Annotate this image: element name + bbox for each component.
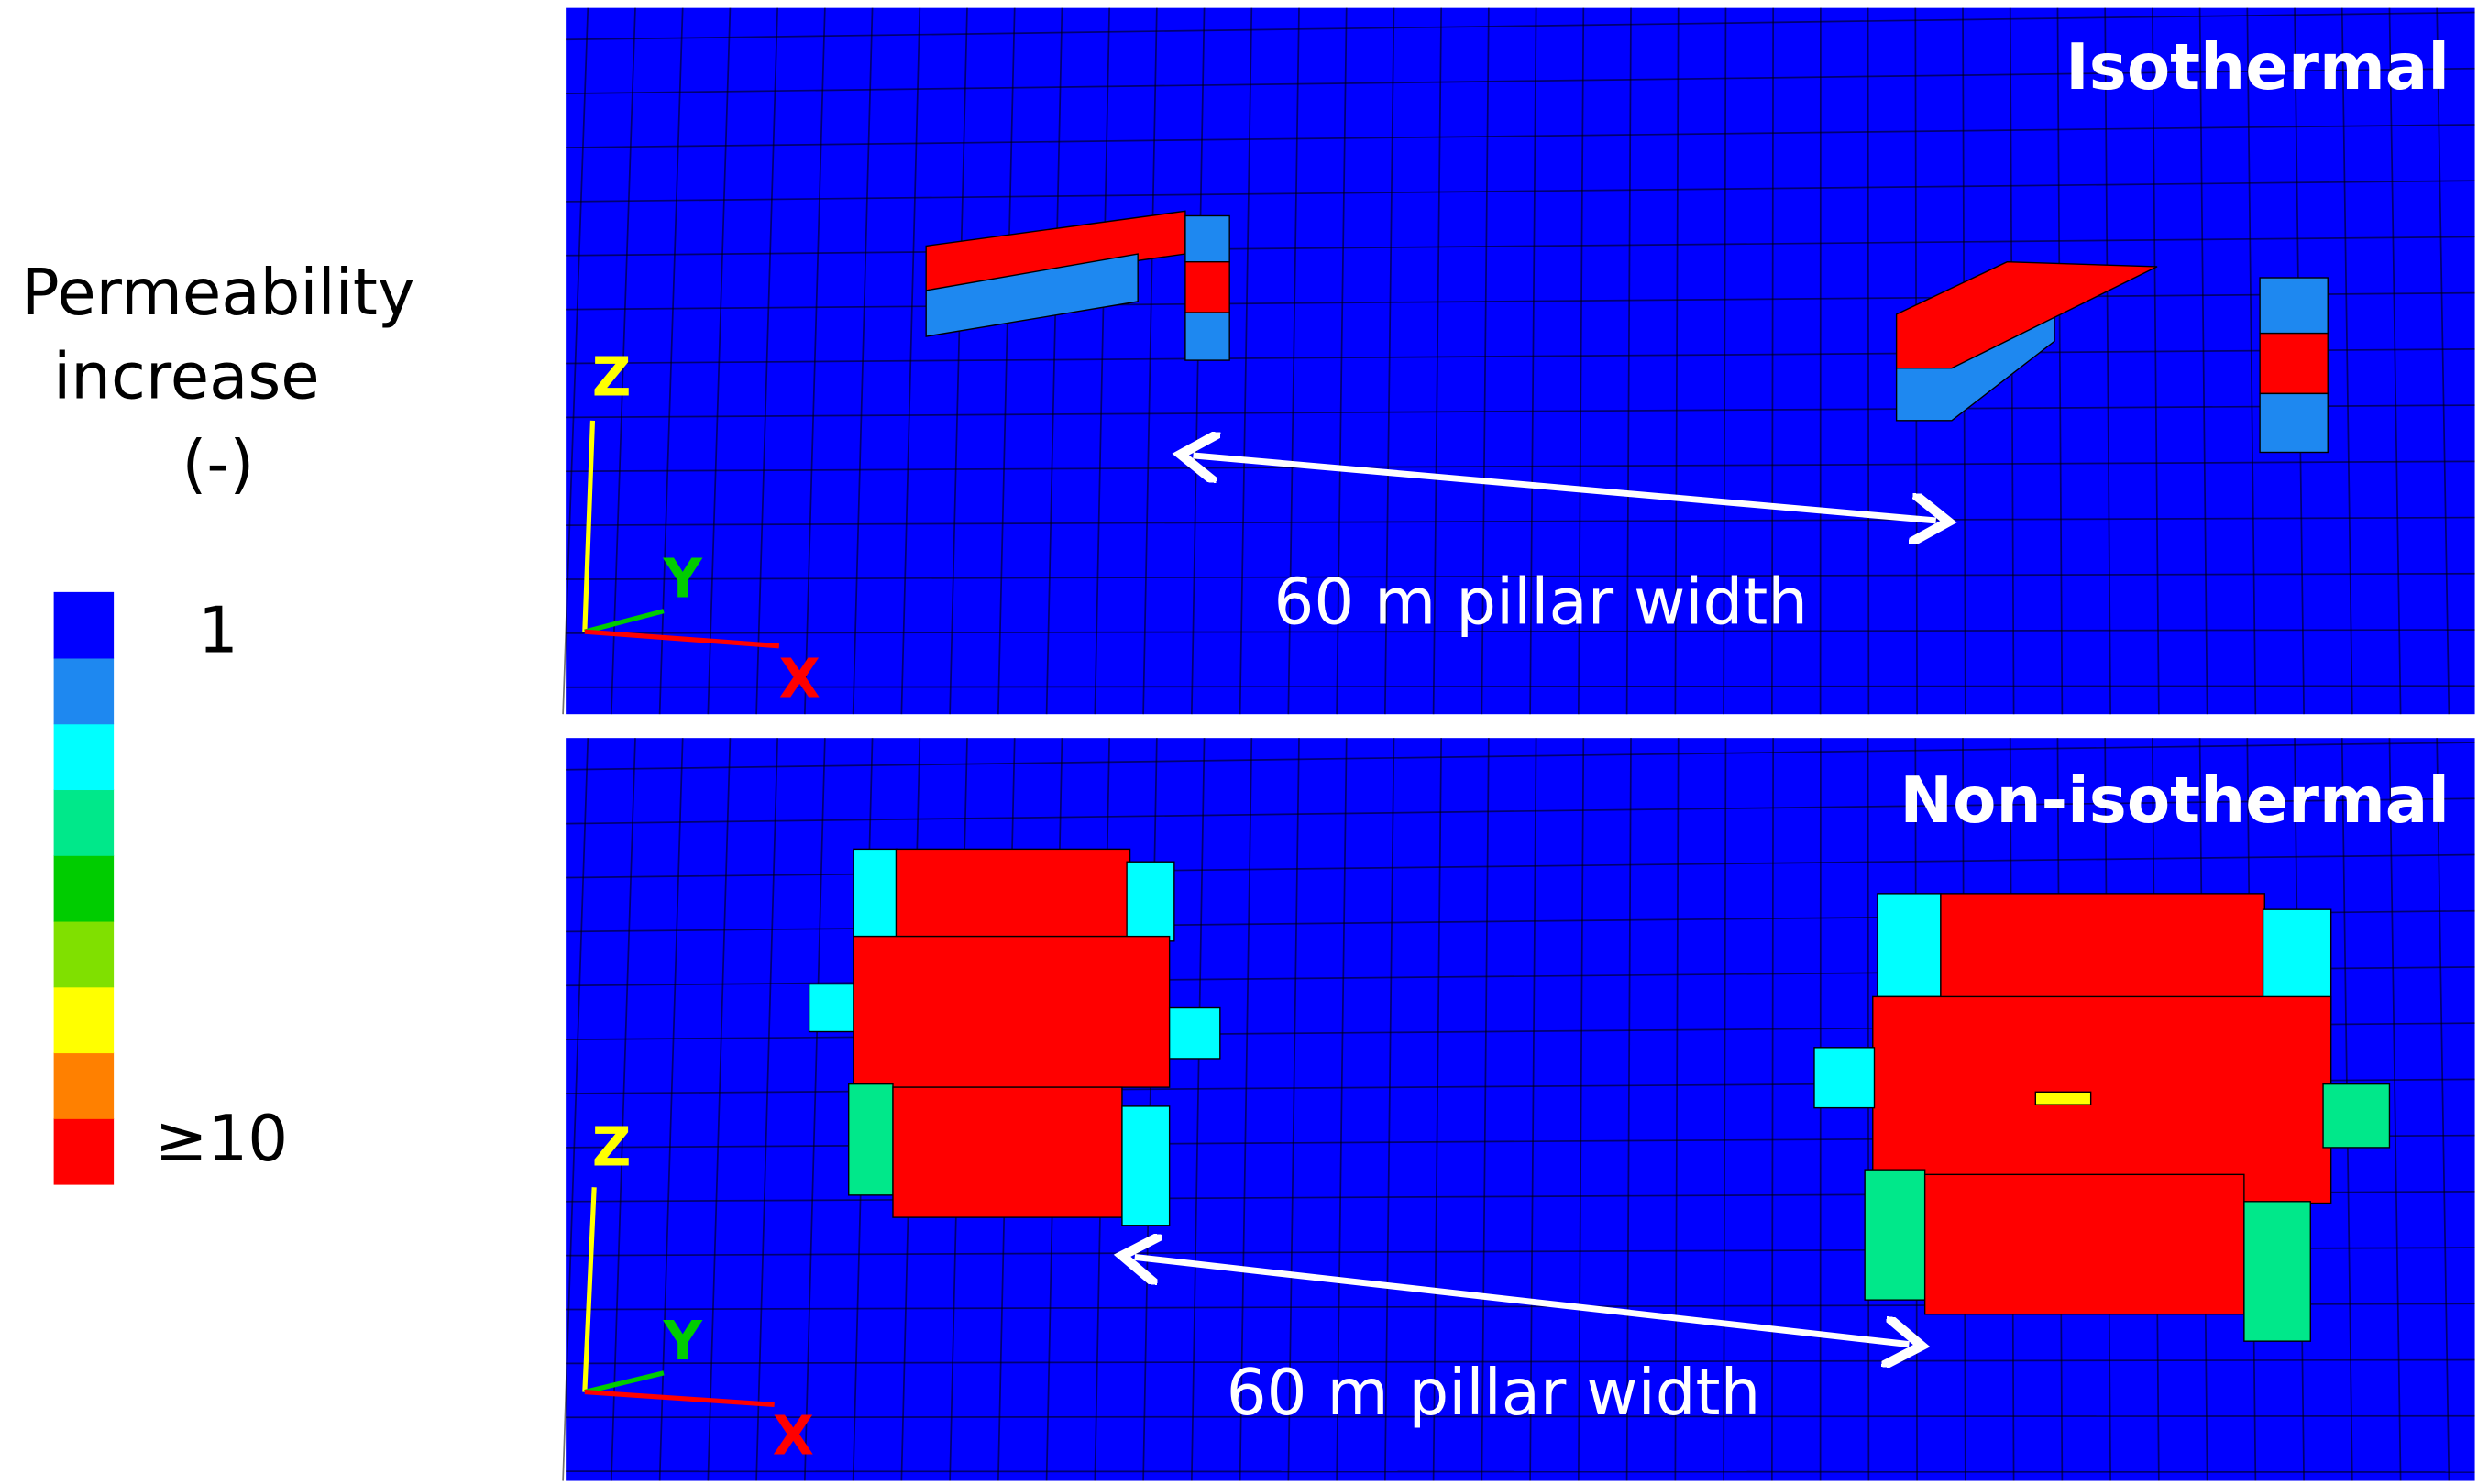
colorbar (53, 591, 115, 1185)
mesh-line (852, 7, 874, 715)
colorbar-swatch (53, 986, 115, 1054)
legend-min-label: 1 (198, 595, 238, 668)
mesh-line (658, 7, 684, 715)
mesh-line (1142, 7, 1158, 715)
damage-zones (925, 210, 2329, 454)
colorbar-swatch (53, 789, 115, 856)
axis-label: X (779, 647, 820, 710)
mesh-line (2388, 738, 2402, 1481)
panel: Isothermal 60 m pillar width Z Y X (562, 7, 2475, 715)
mesh-line (1577, 7, 1585, 715)
axis-y (584, 609, 665, 634)
mesh-line (2436, 7, 2450, 715)
colorbar-swatch (53, 1117, 115, 1185)
colorbar-swatch (53, 854, 115, 922)
colorbar-swatch (53, 723, 115, 791)
mesh-line (1770, 7, 1775, 715)
mesh-line (566, 348, 2475, 365)
mesh-line (1383, 7, 1395, 715)
mesh-line (2340, 7, 2353, 715)
colorbar-swatch (53, 920, 115, 988)
axis-z (582, 420, 596, 632)
mesh-line (566, 797, 2475, 825)
mesh-line (1674, 7, 1680, 715)
mesh-line (566, 742, 2475, 771)
legend-title: (-) (182, 428, 255, 501)
annotation: 60 m pillar width (1274, 566, 1808, 639)
axis-label: Y (662, 547, 703, 610)
mesh-line (755, 738, 778, 1481)
mesh-line (566, 1414, 2475, 1419)
mesh-line (610, 7, 636, 715)
axis-label: X (773, 1404, 814, 1468)
legend-title: increase (53, 341, 320, 414)
mesh-line (1432, 7, 1443, 715)
mesh-line (566, 236, 2475, 257)
panel-title: Isothermal (2065, 31, 2450, 104)
mesh-line (1481, 7, 1490, 715)
mesh-line (566, 572, 2475, 580)
mesh-line (2152, 7, 2160, 715)
mesh-line (562, 738, 589, 1481)
arrow (1194, 456, 1936, 521)
axis-label: Z (592, 346, 631, 409)
mesh-line (707, 7, 732, 715)
colorbar-swatch (53, 657, 115, 725)
mesh-line (949, 7, 968, 715)
mesh-line (2388, 7, 2402, 715)
axis-x (584, 1389, 775, 1408)
mesh-line (803, 738, 826, 1481)
mesh-line (2246, 7, 2257, 715)
panel-title: Non-isothermal (1900, 764, 2450, 838)
panel: Non-isothermal 60 m pillar width Z Y X (562, 738, 2475, 1481)
mesh-line (566, 124, 2475, 148)
legend-max-label: ≥10 (155, 1103, 288, 1176)
mesh-line (1287, 7, 1300, 715)
annotation: 60 m pillar width (1227, 1357, 1760, 1430)
mesh-line (562, 7, 589, 715)
mesh-line (1239, 7, 1253, 715)
mesh-line (2056, 7, 2064, 715)
axis-label: Y (662, 1309, 703, 1372)
mesh-line (566, 1470, 2475, 1473)
arrow (1135, 1257, 1910, 1344)
colorbar-swatch (53, 591, 115, 659)
mesh-line (566, 629, 2475, 634)
mesh-line (2436, 738, 2450, 1481)
mesh-line (803, 7, 826, 715)
mesh-line (2198, 7, 2208, 715)
axis-x (584, 629, 780, 649)
legend: Permeability increase (-) 1 ≥10 (21, 257, 415, 1185)
mesh-line (1723, 7, 1727, 715)
mesh-line (1094, 7, 1111, 715)
mesh-line (566, 67, 2475, 95)
mesh-line (1529, 7, 1537, 715)
mesh-line (566, 11, 2475, 41)
mesh-line (658, 738, 684, 1481)
axis-label: Z (592, 1115, 631, 1178)
mesh-line (755, 7, 778, 715)
mesh-line (1867, 7, 1870, 715)
mesh-line (1045, 7, 1063, 715)
mesh-line (2104, 7, 2111, 715)
axis-y (584, 1370, 665, 1395)
mesh-line (1625, 7, 1632, 715)
mesh-line (610, 738, 636, 1481)
mesh-line (566, 685, 2475, 688)
mesh-line (900, 7, 921, 715)
axis-z (582, 1187, 597, 1392)
mesh-line (707, 738, 732, 1481)
mesh-line (566, 291, 2475, 311)
mesh-line (997, 7, 1016, 715)
mesh (562, 7, 2475, 715)
legend-title: Permeability (21, 257, 415, 330)
mesh-line (1190, 7, 1206, 715)
mesh-line (1336, 7, 1348, 715)
mesh-line (1867, 738, 1870, 1481)
damage-zones (808, 848, 2391, 1342)
mesh-line (566, 180, 2475, 203)
colorbar-swatch (53, 1052, 115, 1119)
